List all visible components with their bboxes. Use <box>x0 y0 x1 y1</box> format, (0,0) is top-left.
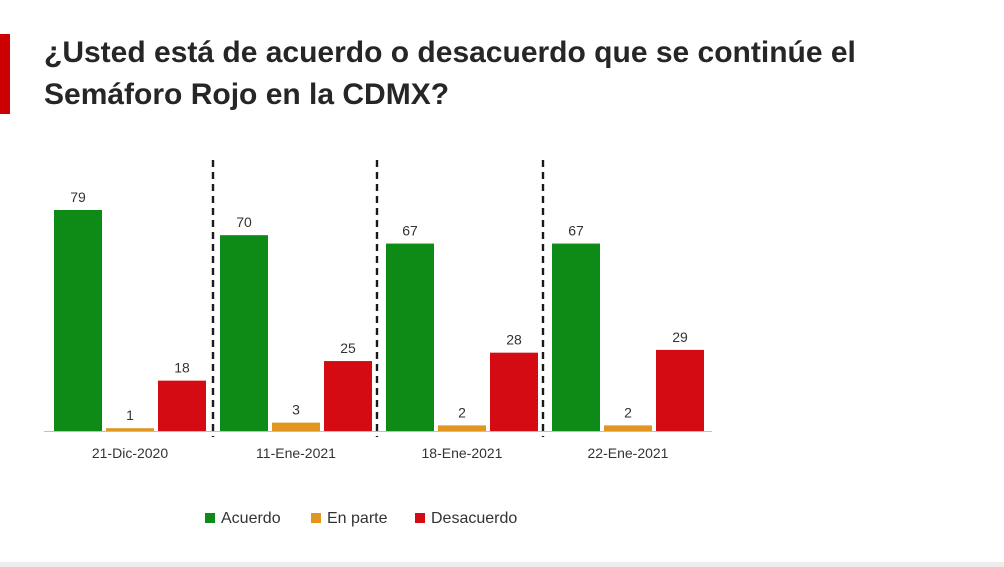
x-tick-label-3: 18-Ene-2021 <box>422 445 503 461</box>
data-label-desacuerdo-1: 18 <box>174 360 190 376</box>
legend-swatch-en-parte <box>311 513 321 523</box>
bar-acuerdo-3 <box>386 243 434 431</box>
bar-acuerdo-2 <box>220 235 268 431</box>
accent-bar <box>0 34 10 114</box>
bar-en-parte-1 <box>106 428 154 431</box>
legend-swatch-desacuerdo <box>415 513 425 523</box>
x-tick-label-2: 11-Ene-2021 <box>256 445 336 461</box>
data-label-acuerdo-3: 67 <box>402 223 418 239</box>
data-label-desacuerdo-3: 28 <box>506 332 522 348</box>
bar-en-parte-3 <box>438 425 486 431</box>
x-tick-label-4: 22-Ene-2021 <box>588 445 669 461</box>
bottom-divider <box>0 562 1004 567</box>
bar-desacuerdo-4 <box>656 349 704 431</box>
data-label-desacuerdo-4: 29 <box>672 329 688 345</box>
title-line-1: ¿Usted está de acuerdo o desacuerdo que … <box>44 36 856 69</box>
bar-desacuerdo-1 <box>158 380 206 431</box>
x-tick-label-1: 21-Dic-2020 <box>92 445 168 461</box>
bar-acuerdo-1 <box>54 210 102 431</box>
data-label-en-parte-2: 3 <box>292 402 300 418</box>
data-label-acuerdo-4: 67 <box>568 223 584 239</box>
bar-acuerdo-4 <box>552 243 600 431</box>
data-label-acuerdo-1: 79 <box>70 189 86 205</box>
bar-desacuerdo-2 <box>324 361 372 431</box>
legend-label-en-parte: En parte <box>327 510 388 527</box>
data-label-en-parte-1: 1 <box>126 407 134 423</box>
chart-title: ¿Usted está de acuerdo o desacuerdo que … <box>44 32 984 116</box>
data-label-desacuerdo-2: 25 <box>340 340 356 356</box>
data-label-en-parte-3: 2 <box>458 404 466 420</box>
bar-en-parte-4 <box>604 425 652 431</box>
bar-desacuerdo-3 <box>490 352 538 431</box>
bar-en-parte-2 <box>272 422 320 431</box>
legend-label-acuerdo: Acuerdo <box>221 510 281 527</box>
title-line-2: Semáforo Rojo en la CDMX? <box>44 78 450 111</box>
data-label-en-parte-4: 2 <box>624 404 632 420</box>
legend-swatch-acuerdo <box>205 513 215 523</box>
data-label-acuerdo-2: 70 <box>236 214 252 230</box>
legend-label-desacuerdo: Desacuerdo <box>431 510 517 527</box>
